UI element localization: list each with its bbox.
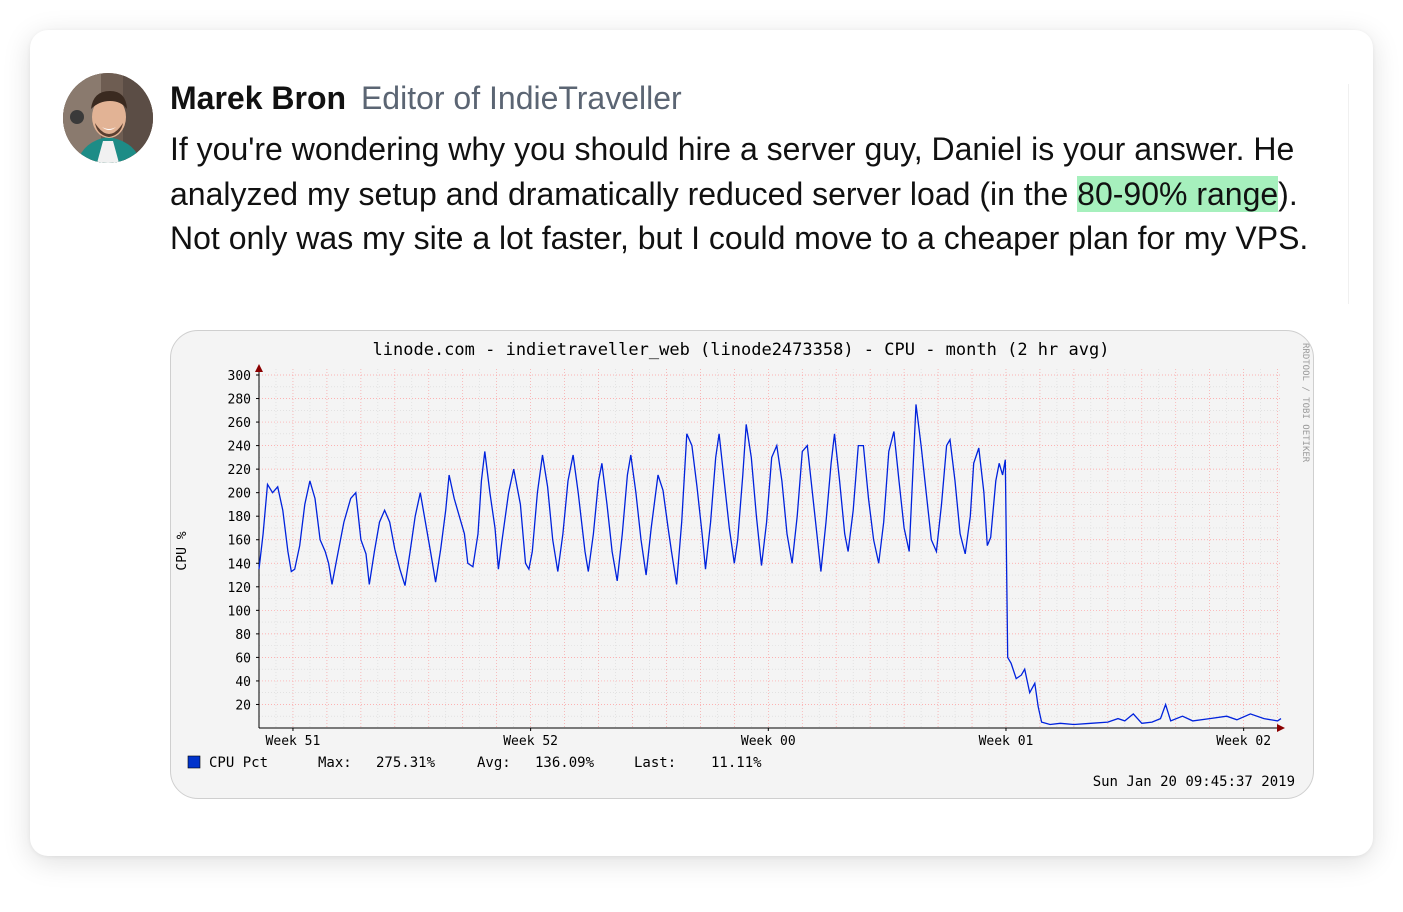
quote-text-part2: ). Not only was my site a lot faster, bu… xyxy=(170,175,1309,257)
series-line-cpu-pct xyxy=(258,404,1282,726)
y-tick-label: 260 xyxy=(228,416,251,431)
quote-text-part1: If you're wondering why you should hire … xyxy=(170,131,1295,212)
divider xyxy=(1348,84,1349,304)
y-tick-label: 220 xyxy=(228,463,251,478)
x-tick-labels: Week 51 Week 52 Week 00 Week 01 Week 02 xyxy=(266,734,1271,749)
y-tick-label: 240 xyxy=(228,440,251,455)
avatar xyxy=(63,73,153,163)
stat-max-value: 275.31% xyxy=(376,755,436,771)
x-tick-label: Week 02 xyxy=(1216,734,1271,749)
y-tick-label: 20 xyxy=(235,698,251,713)
quote-highlight: 80-90% range xyxy=(1077,175,1279,212)
y-tick-label: 280 xyxy=(228,393,251,408)
chart-grid xyxy=(256,369,1281,731)
y-axis-arrow-icon xyxy=(255,364,263,372)
y-tick-label: 100 xyxy=(228,604,251,619)
y-tick-label: 120 xyxy=(228,581,251,596)
author-role: Editor of IndieTraveller xyxy=(360,80,682,116)
rrdtool-watermark: RRDTOOL / TOBI OETIKER xyxy=(1300,343,1310,463)
y-tick-label: 80 xyxy=(235,628,251,643)
author-name: Marek Bron xyxy=(170,80,347,116)
cpu-graph: 20 40 60 80 100 120 140 160 180 200 220 240 260 280 30… xyxy=(170,330,1314,799)
y-tick-label: 200 xyxy=(228,487,251,502)
stat-max-label: Max: xyxy=(318,755,352,771)
legend-label: CPU Pct xyxy=(209,755,268,771)
testimonial-card: Marek Bron Editor of IndieTraveller If y… xyxy=(30,30,1373,856)
testimonial-text: If you're wondering why you should hire … xyxy=(170,127,1320,261)
x-axis-arrow-icon xyxy=(1277,724,1285,732)
x-tick-label: Week 01 xyxy=(979,734,1034,749)
y-tick-label: 160 xyxy=(228,534,251,549)
y-tick-label: 60 xyxy=(235,651,251,666)
cpu-chart: 20 40 60 80 100 120 140 160 180 200 220 240 260 280 30… xyxy=(175,340,1310,790)
x-tick-label: Week 00 xyxy=(741,734,796,749)
y-axis-label: CPU % xyxy=(175,531,190,570)
graph-timestamp: Sun Jan 20 09:45:37 2019 xyxy=(1093,774,1295,790)
x-tick-label: Week 52 xyxy=(503,734,558,749)
stat-avg-value: 136.09% xyxy=(535,755,595,771)
graph-title: linode.com - indietraveller_web (linode2… xyxy=(373,340,1110,360)
stat-last-label: Last: xyxy=(634,755,676,771)
chart-axes xyxy=(255,364,1285,732)
avatar-photo-icon xyxy=(63,73,153,163)
y-tick-label: 300 xyxy=(228,369,251,384)
legend-color-box xyxy=(187,755,201,769)
x-tick-label: Week 51 xyxy=(266,734,321,749)
stat-avg-label: Avg: xyxy=(477,755,511,771)
y-tick-label: 180 xyxy=(228,510,251,525)
y-tick-label: 140 xyxy=(228,557,251,572)
stat-last-value: 11.11% xyxy=(711,755,762,771)
y-tick-labels: 20 40 60 80 100 120 140 160 180 200 220 240 260 280 30… xyxy=(228,369,251,713)
y-tick-label: 40 xyxy=(235,675,251,690)
author-header: Marek Bron Editor of IndieTraveller xyxy=(170,78,682,118)
